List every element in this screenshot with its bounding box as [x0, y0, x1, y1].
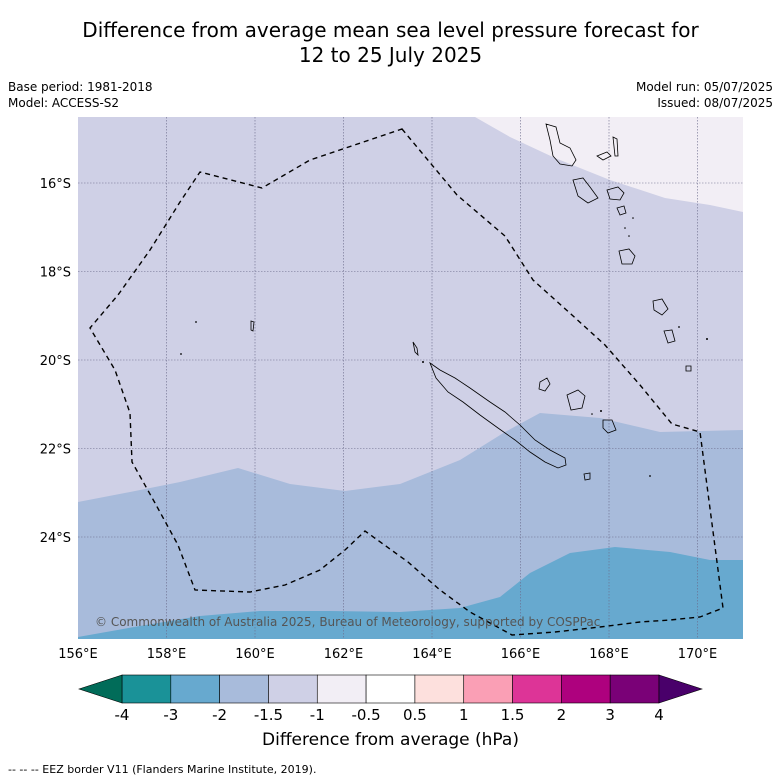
lon-tick-168: 168°E — [589, 647, 629, 662]
lon-tick-170: 170°E — [678, 647, 718, 662]
island-vanuatu-maewo — [612, 136, 619, 157]
eez-border — [89, 128, 724, 636]
island-pines — [583, 472, 591, 481]
island-vanuatu-efate — [618, 248, 636, 265]
colorbar-label-4: -1 — [310, 706, 325, 724]
island-mare — [602, 419, 617, 434]
island-vanuatu-aneityum — [685, 365, 692, 372]
colorbar-label-7: 1 — [459, 706, 469, 724]
island-vanuatu-epi — [616, 205, 627, 216]
meta-left: Base period: 1981-2018 Model: ACCESS-S2 — [8, 79, 153, 111]
colorbar-label-5: -0.5 — [351, 706, 380, 724]
map-area: © Commonwealth of Australia 2025, Bureau… — [78, 117, 743, 639]
island-vanuatu-ambrym — [606, 186, 625, 201]
lon-tick-labels: 156°E 158°E 160°E 162°E 164°E 166°E 168°… — [58, 647, 717, 662]
island-chesterfield — [250, 320, 255, 332]
island-vanuatu-espiritu — [545, 123, 577, 167]
colorbar-labels: -4 -3 -2 -1.5 -1 -0.5 0.5 1 1.5 2 3 4 — [115, 706, 664, 724]
lon-tick-156: 156°E — [58, 647, 98, 662]
lon-tick-162: 162°E — [324, 647, 364, 662]
lat-tick-labels: 16°S 18°S 20°S 22°S 24°S — [40, 177, 71, 546]
model-name: Model: ACCESS-S2 — [8, 96, 120, 110]
gridlines — [78, 117, 743, 639]
issued-date: Issued: 08/07/2025 — [657, 96, 773, 110]
title-line-2: 12 to 25 July 2025 — [298, 43, 483, 67]
lat-tick-18s: 18°S — [40, 266, 71, 281]
colorbar-title: Difference from average (hPa) — [262, 730, 519, 750]
colorbar-label-1: -3 — [163, 706, 178, 724]
islands — [250, 123, 692, 481]
colorbar-swatch-1 — [170, 674, 220, 704]
island-lifou — [566, 389, 586, 411]
colorbar-swatch-5 — [365, 674, 416, 704]
colorbar-label-11: 4 — [654, 706, 664, 724]
island-vanuatu-erromango — [652, 298, 669, 316]
colorbar-high-extend — [658, 674, 703, 704]
field-band-minus1 — [475, 117, 743, 212]
lon-tick-158: 158°E — [147, 647, 187, 662]
base-period: Base period: 1981-2018 — [8, 80, 153, 94]
lon-tick-160: 160°E — [235, 647, 275, 662]
colorbar-swatch-3 — [268, 674, 318, 704]
lon-tick-164: 164°E — [412, 647, 452, 662]
colorbar: -4 -3 -2 -1.5 -1 -0.5 0.5 1 1.5 2 3 4 — [78, 674, 703, 724]
field-band-minus3 — [78, 547, 743, 639]
lat-tick-24s: 24°S — [40, 531, 71, 546]
colorbar-label-0: -4 — [115, 706, 130, 724]
meta-right: Model run: 05/07/2025 Issued: 08/07/2025 — [636, 79, 773, 111]
lat-tick-20s: 20°S — [40, 354, 71, 369]
island-vanuatu-ambae — [596, 151, 612, 161]
colorbar-swatch-10 — [609, 674, 660, 704]
colorbar-swatch-8 — [512, 674, 562, 704]
colorbar-label-8: 1.5 — [501, 706, 525, 724]
colorbar-swatch-2 — [219, 674, 269, 704]
colorbar-label-3: -1.5 — [254, 706, 283, 724]
colorbar-swatch-4 — [316, 674, 367, 704]
chart-title: Difference from average mean sea level p… — [0, 18, 781, 68]
lat-tick-22s: 22°S — [40, 443, 71, 458]
title-line-1: Difference from average mean sea level p… — [82, 18, 699, 42]
island-vanuatu-malekula — [572, 177, 599, 204]
lat-tick-16s: 16°S — [40, 177, 71, 192]
colorbar-label-6: 0.5 — [403, 706, 427, 724]
colorbar-label-10: 3 — [605, 706, 615, 724]
colorbar-swatch-9 — [561, 674, 611, 704]
colorbar-swatches — [121, 674, 660, 704]
colorbar-swatch-0 — [121, 674, 172, 704]
copyright-notice: © Commonwealth of Australia 2025, Bureau… — [95, 615, 600, 629]
island-new-caledonia — [429, 361, 567, 469]
colorbar-label-9: 2 — [557, 706, 567, 724]
colorbar-swatch-7 — [463, 674, 513, 704]
colorbar-swatch-6 — [414, 674, 465, 704]
small-islands — [180, 217, 708, 477]
island-ouvea — [538, 377, 551, 392]
lon-tick-166: 166°E — [501, 647, 541, 662]
colorbar-label-2: -2 — [212, 706, 227, 724]
eez-footnote: -- -- -- EEZ border V11 (Flanders Marine… — [8, 763, 317, 776]
colorbar-low-extend — [78, 674, 123, 704]
model-run: Model run: 05/07/2025 — [635, 80, 773, 94]
island-vanuatu-tanna — [663, 329, 676, 344]
island-belep — [412, 341, 419, 357]
